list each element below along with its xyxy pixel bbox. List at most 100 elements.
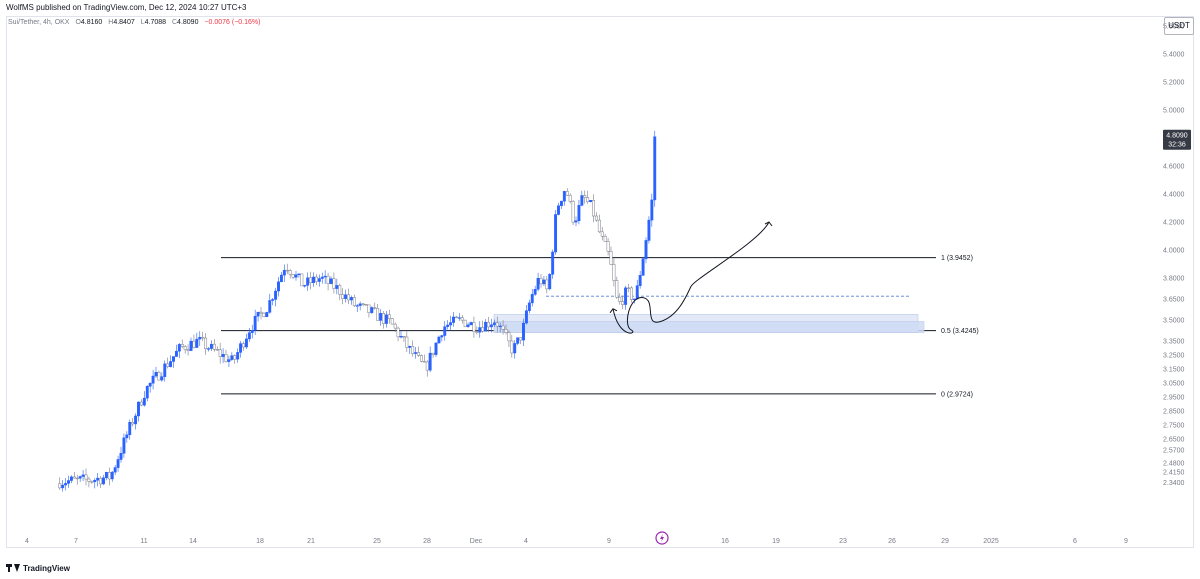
y-tick-label: 4.0000 (1163, 248, 1185, 255)
price-chart[interactable]: 5.60005.40005.20005.00004.80004.60004.40… (7, 17, 1195, 549)
candle-up (466, 324, 470, 327)
lightning-icon (660, 534, 664, 542)
candle-down (425, 361, 429, 371)
candle-up (294, 274, 298, 278)
candle-down (233, 355, 237, 360)
x-tick-label: 4 (524, 538, 528, 545)
candle-down (487, 321, 490, 328)
y-tick-label: 4.2000 (1163, 220, 1185, 227)
high-value: 4.8407 (113, 19, 135, 26)
candle-down (431, 352, 435, 355)
candle-up (209, 343, 213, 349)
candle-down (405, 336, 409, 348)
candle-up (306, 277, 310, 286)
candle-up (536, 277, 540, 290)
candle-up (446, 324, 450, 327)
symbol-label: Sui/Tether, 4h, OKX (8, 19, 70, 26)
candle-up (172, 356, 175, 362)
candle-up (151, 375, 155, 384)
candle-up (279, 274, 283, 283)
candle-up (236, 352, 240, 360)
candle-up (113, 467, 117, 473)
candle-down (463, 319, 467, 327)
candle-down (332, 278, 336, 289)
candle-up (443, 326, 447, 336)
candle-up (349, 297, 353, 301)
candle-down (600, 231, 604, 237)
candle-up (524, 310, 528, 324)
candle-down (224, 354, 228, 362)
last-price-value: 4.8090 (1166, 133, 1188, 140)
candle-up (177, 344, 181, 352)
candle-down (396, 327, 400, 338)
candle-up (250, 330, 254, 333)
candle-up (104, 472, 108, 479)
candle-down (539, 277, 543, 285)
candle-down (583, 195, 587, 198)
candle-up (513, 343, 517, 354)
candle-up (457, 317, 461, 319)
candle-up (320, 276, 324, 279)
candle-down (629, 287, 633, 300)
y-tick-label: 2.5700 (1163, 448, 1185, 455)
candle-down (454, 316, 458, 319)
candle-up (265, 312, 269, 317)
candle-up (256, 311, 260, 317)
projection-arrow-end (764, 221, 773, 227)
x-tick-label: 4 (25, 538, 29, 545)
candle-down (606, 241, 610, 252)
candle-down (218, 349, 222, 357)
candle-down (212, 343, 216, 350)
open-value: 4.8160 (80, 19, 103, 26)
chart-frame: 5.60005.40005.20005.00004.80004.60004.40… (6, 16, 1194, 548)
candle-up (557, 205, 560, 215)
candle-up (542, 279, 546, 285)
candle-up (498, 325, 502, 328)
candle-down (501, 325, 505, 330)
candle-up (303, 285, 307, 287)
candle-down (472, 322, 476, 332)
open-key: O (75, 19, 81, 26)
candle-up (449, 322, 453, 326)
candle-up (638, 275, 642, 286)
candle-up (160, 376, 164, 381)
x-tick-label: 26 (888, 538, 896, 545)
candle-up (312, 276, 315, 284)
y-tick-label: 2.7500 (1163, 423, 1185, 430)
candle-up (492, 322, 496, 326)
candle-down (621, 301, 625, 305)
candle-up (440, 335, 444, 338)
candle-up (239, 343, 243, 353)
candle-up (125, 434, 129, 439)
candle-up (624, 287, 628, 305)
candle-down (361, 303, 365, 305)
candle-down (373, 307, 377, 309)
projection-arrow-start (609, 308, 618, 314)
candle-down (87, 478, 91, 482)
y-tick-label: 2.9500 (1163, 395, 1185, 402)
candle-up (437, 336, 441, 344)
y-tick-label: 5.2000 (1163, 80, 1185, 87)
candle-up (635, 285, 639, 300)
candle-up (195, 338, 199, 348)
candle-up (207, 348, 210, 350)
x-tick-label: 14 (189, 538, 197, 545)
candle-down (288, 270, 292, 275)
candle-down (475, 331, 479, 333)
candle-up (198, 336, 202, 340)
low-value: 4.7088 (144, 19, 167, 26)
candle-down (139, 401, 143, 406)
candle-down (612, 264, 616, 281)
last-price-countdown: 32:36 (1168, 142, 1186, 149)
candle-down (507, 332, 511, 342)
candle-down (417, 352, 420, 356)
candle-up (379, 313, 383, 321)
candle-up (169, 361, 173, 367)
candle-down (72, 476, 76, 479)
tradingview-logo[interactable]: TradingView (6, 564, 70, 573)
candle-up (67, 480, 70, 484)
currency-button[interactable]: USDT (1164, 17, 1194, 35)
candle-up (110, 471, 114, 480)
candle-up (93, 479, 97, 483)
candle-down (382, 313, 385, 324)
